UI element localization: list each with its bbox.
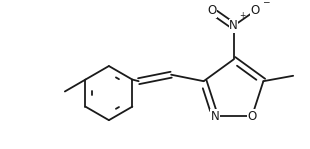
- Text: O: O: [247, 110, 257, 123]
- Text: −: −: [262, 0, 270, 7]
- Text: N: N: [211, 110, 219, 123]
- Text: N: N: [229, 19, 238, 32]
- Text: O: O: [250, 4, 260, 17]
- Text: O: O: [207, 4, 216, 17]
- Text: +: +: [239, 11, 245, 20]
